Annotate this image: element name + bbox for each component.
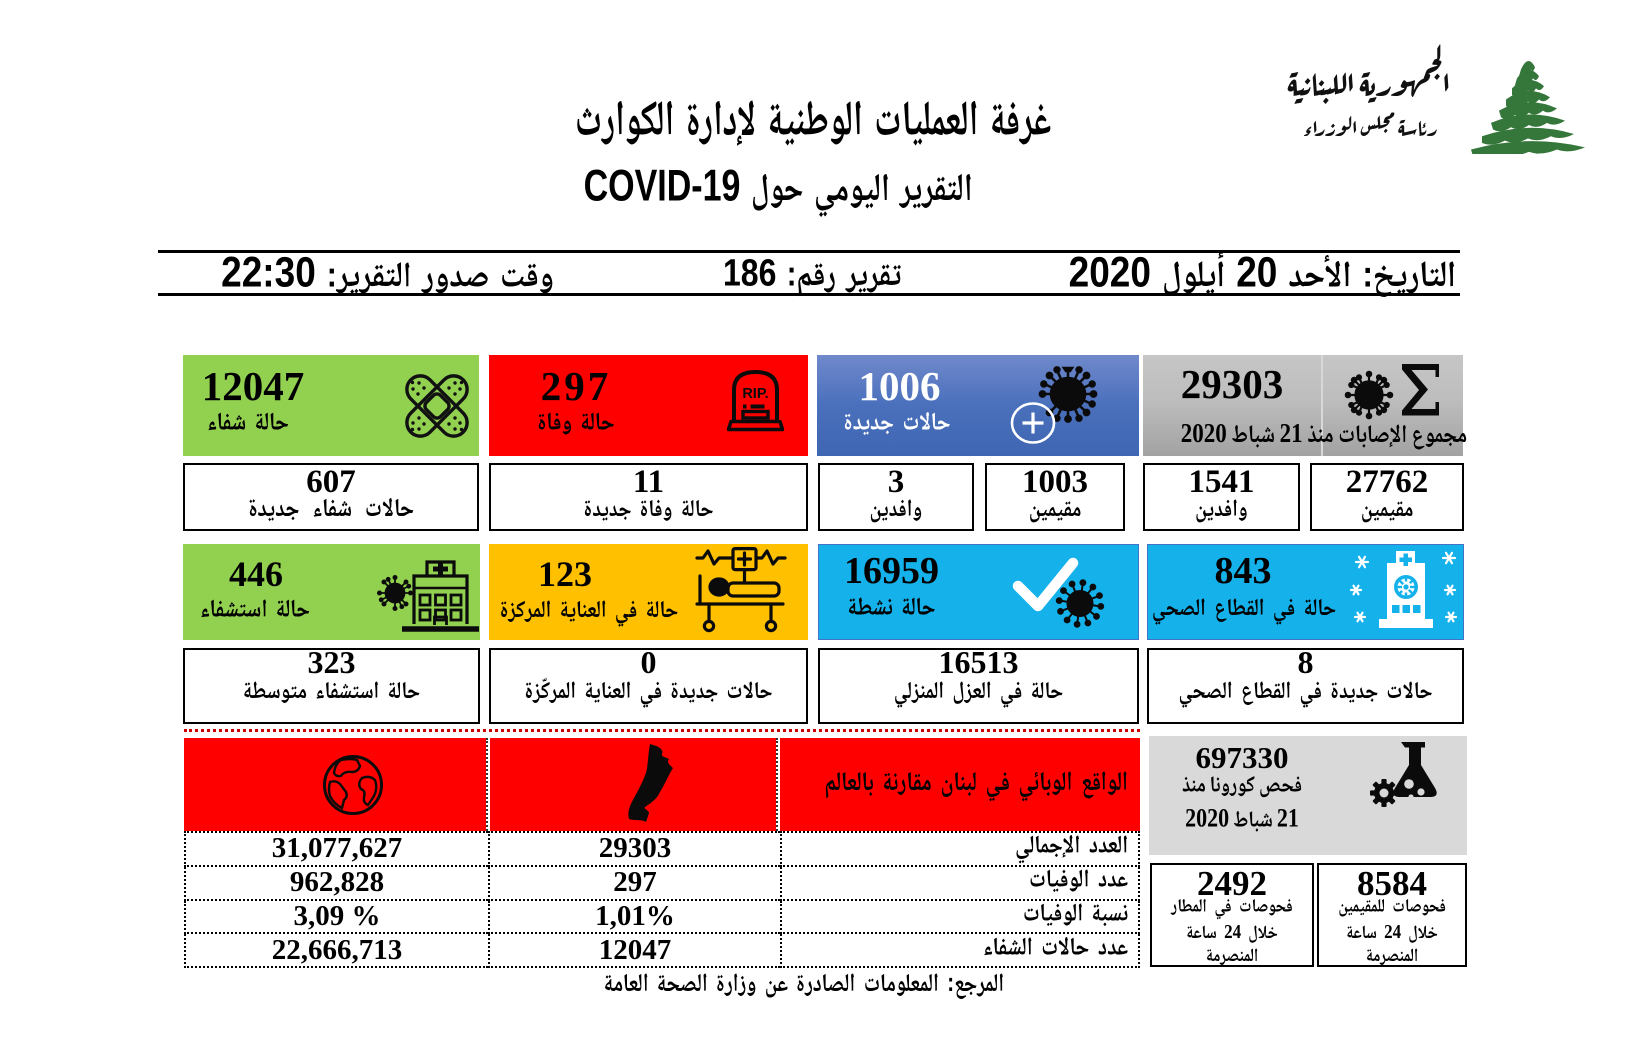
svg-text:RIP.: RIP.	[742, 386, 768, 402]
